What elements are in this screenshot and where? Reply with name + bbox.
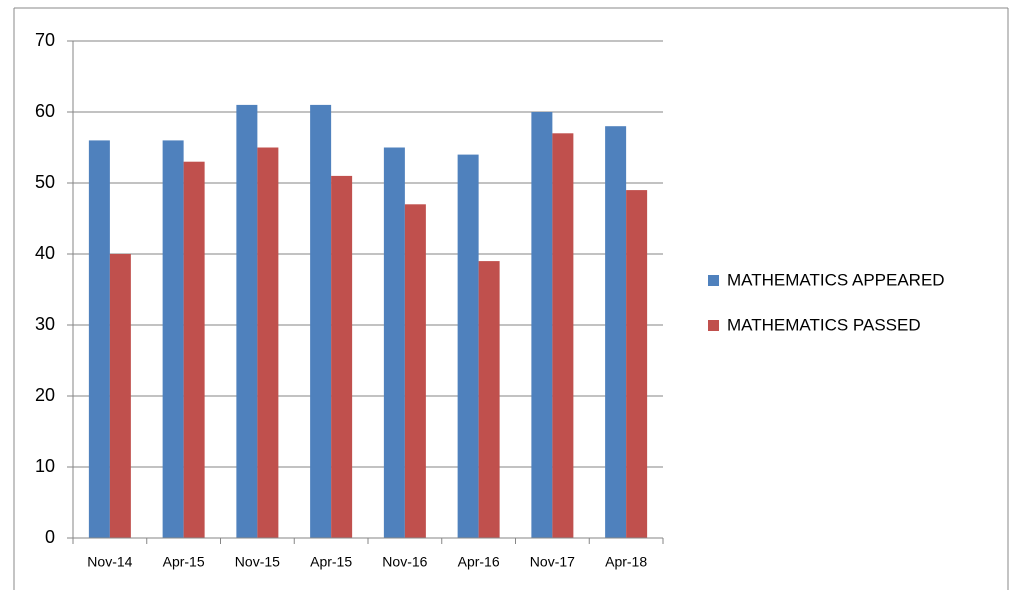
y-tick-label: 30 [35, 314, 55, 334]
x-tick-label: Nov-14 [87, 554, 132, 570]
x-tick-label: Apr-18 [605, 554, 647, 570]
y-tick-label: 10 [35, 456, 55, 476]
x-tick-label: Nov-17 [530, 554, 575, 570]
bar [109, 254, 131, 538]
bar [478, 261, 500, 538]
bar [383, 147, 405, 538]
y-tick-label: 20 [35, 385, 55, 405]
y-tick-label: 50 [35, 172, 55, 192]
bar [88, 140, 110, 538]
x-tick-label: Apr-15 [310, 554, 352, 570]
x-tick-label: Nov-16 [382, 554, 427, 570]
bar [310, 104, 332, 539]
y-tick-label: 60 [35, 101, 55, 121]
y-tick-label: 40 [35, 243, 55, 263]
x-tick-label: Apr-15 [163, 554, 205, 570]
bar [552, 133, 574, 539]
legend-swatch [708, 320, 719, 331]
bar [404, 204, 426, 539]
bar [605, 126, 627, 538]
legend-label: MATHEMATICS APPEARED [727, 270, 945, 289]
bar [531, 112, 553, 538]
bar [183, 161, 205, 538]
y-tick-label: 70 [35, 30, 55, 50]
bar [236, 104, 258, 539]
legend-swatch [708, 275, 719, 286]
bar [331, 175, 353, 538]
legend-label: MATHEMATICS PASSED [727, 315, 921, 334]
x-tick-label: Apr-16 [458, 554, 500, 570]
x-tick-label: Nov-15 [235, 554, 280, 570]
bar [626, 190, 648, 538]
y-tick-label: 0 [45, 527, 55, 547]
bar [162, 140, 184, 538]
bar [457, 154, 479, 538]
bar [257, 147, 279, 538]
